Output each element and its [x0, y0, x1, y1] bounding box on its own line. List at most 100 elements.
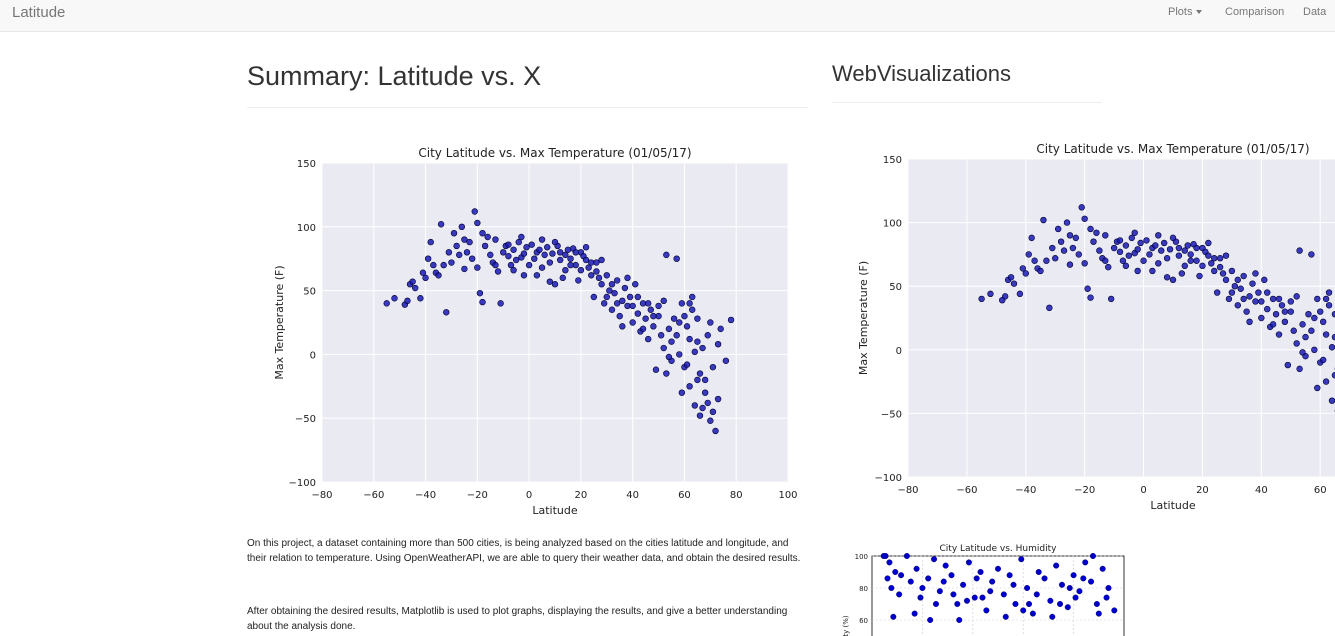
humidity-thumbnail[interactable]: 60 80 100 City Latitude vs. Humidity ty (%) [832, 538, 1132, 636]
y-tick-label: 60 [859, 617, 868, 625]
data-point [583, 244, 589, 250]
y-tick-label: 150 [297, 159, 316, 170]
data-point [1141, 258, 1147, 264]
data-point [1067, 585, 1073, 591]
data-point [493, 262, 499, 268]
data-point [544, 244, 550, 250]
navbar-brand[interactable]: Latitude [12, 4, 65, 21]
y-tick-label: 0 [896, 346, 902, 357]
data-point [612, 290, 618, 296]
y-tick-label: 100 [883, 219, 902, 230]
data-point [487, 252, 493, 258]
data-point [1088, 295, 1094, 301]
data-point [1253, 299, 1259, 305]
data-point [506, 242, 512, 248]
data-point [1217, 255, 1223, 261]
data-point [1229, 268, 1235, 274]
data-point [692, 349, 698, 355]
data-point [679, 300, 685, 306]
data-point [506, 253, 512, 259]
data-point [1155, 260, 1161, 266]
data-point [1018, 556, 1024, 562]
data-point [1082, 260, 1088, 266]
data-point [1185, 243, 1191, 249]
nav-link-data[interactable]: Data [1303, 6, 1326, 18]
data-point [669, 339, 675, 345]
data-point [1217, 264, 1223, 270]
data-point [1282, 319, 1288, 325]
plots-dropdown[interactable]: Plots [1168, 6, 1202, 18]
data-point [428, 239, 434, 245]
data-point [689, 294, 695, 300]
data-point [1291, 328, 1297, 334]
x-axis-label: Latitude [1150, 499, 1196, 512]
data-point [1091, 239, 1097, 245]
data-point [728, 317, 734, 323]
data-point [658, 332, 664, 338]
data-point [920, 585, 926, 591]
max-temperature-thumbnail[interactable]: −80−60−40−20020406080100−100−50050100150… [832, 137, 1335, 517]
data-point [531, 256, 537, 262]
data-point [461, 266, 467, 272]
data-point [912, 611, 918, 617]
data-point [456, 252, 462, 258]
data-point [1303, 334, 1309, 340]
x-tick-label: −20 [1074, 485, 1095, 496]
data-point [904, 553, 910, 559]
data-point [1106, 585, 1112, 591]
data-point [596, 275, 602, 281]
data-point [988, 291, 994, 297]
data-point [1320, 319, 1326, 325]
data-point [692, 403, 698, 409]
data-point [1088, 226, 1094, 232]
data-point [1079, 204, 1085, 210]
data-point [1064, 220, 1070, 226]
data-point [1058, 239, 1064, 245]
data-point [1288, 309, 1294, 315]
data-point [1223, 277, 1229, 283]
data-point [889, 585, 895, 591]
data-point [1017, 291, 1023, 297]
data-point [1170, 235, 1176, 241]
data-point [676, 320, 682, 326]
data-point [885, 576, 891, 582]
data-point [1071, 572, 1077, 578]
data-point [710, 409, 716, 415]
data-point [1323, 332, 1329, 338]
data-point [1008, 274, 1014, 280]
data-point [684, 323, 690, 329]
data-point [412, 285, 418, 291]
data-point [892, 569, 898, 575]
x-axis-label: Latitude [532, 504, 578, 517]
data-point [1065, 604, 1071, 610]
data-point [931, 556, 937, 562]
y-tick-label: −100 [875, 473, 902, 484]
data-point [1288, 299, 1294, 305]
data-point [1036, 569, 1042, 575]
data-point [430, 262, 436, 268]
x-tick-label: 0 [1140, 485, 1146, 496]
data-point [568, 256, 574, 262]
nav-link-comparison[interactable]: Comparison [1225, 6, 1284, 18]
data-point [521, 272, 527, 278]
data-point [1270, 296, 1276, 302]
data-point [485, 234, 491, 240]
data-point [979, 296, 985, 302]
data-point [896, 592, 902, 598]
data-point [518, 234, 524, 240]
data-point [1030, 611, 1036, 617]
data-point [1205, 253, 1211, 259]
x-tick-label: 20 [575, 490, 588, 501]
data-point [526, 262, 532, 268]
data-point [1276, 296, 1282, 302]
data-point [630, 303, 636, 309]
data-point [1076, 252, 1082, 258]
data-point [1046, 305, 1052, 311]
data-point [1073, 235, 1079, 241]
data-point [1049, 245, 1055, 251]
data-point [1176, 253, 1182, 259]
data-point [1294, 341, 1300, 347]
navbar: Latitude Plots Comparison Data [0, 0, 1335, 32]
data-point [498, 300, 504, 306]
data-point [1255, 290, 1261, 296]
